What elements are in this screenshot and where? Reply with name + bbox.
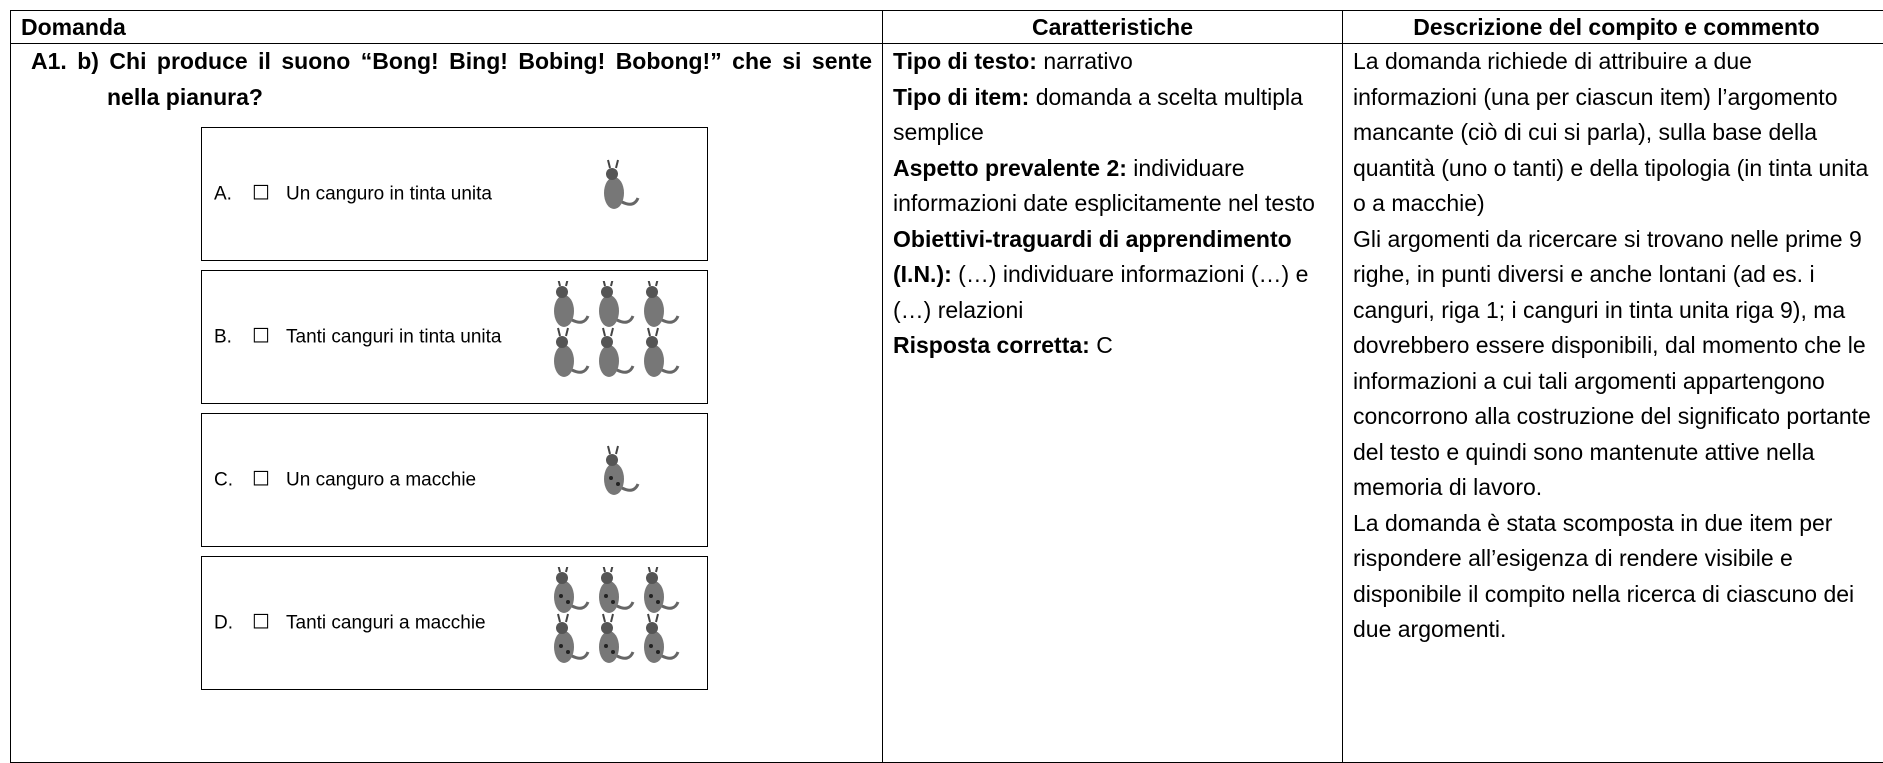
kangaroo-icon [604,445,640,495]
characteristic: Risposta corretta: C [893,328,1332,364]
option-text: Tanti canguri a macchie [286,612,486,634]
characteristic-label: Tipo di testo: [893,48,1037,74]
kangaroo-icon [554,567,680,663]
characteristic: Tipo di item: domanda a scelta multipla … [893,80,1332,151]
header: Domanda [10,10,883,44]
description-cell: La domanda richiede di attribuire a due … [1342,43,1883,763]
characteristic-text: individuare informazioni date esplicitam… [893,154,1315,217]
option: A. ☐ Un canguro in tinta unita [201,127,708,261]
characteristic-text: (…) individuare informazioni (…) e (…) r… [893,261,1309,323]
option-text: Tanti canguri in tinta unita [286,326,502,348]
characteristic-label: Risposta corretta: [893,332,1090,358]
option: C. ☐ Un canguro a macchie [201,413,708,547]
kangaroo-icon [604,159,640,209]
characteristics-cell: Tipo di testo: narrativo Tipo di item: do… [882,43,1343,763]
header: Descrizione del compito e commento [1342,10,1883,44]
option-text: Un canguro a macchie [286,469,477,491]
characteristic: Tipo di testo: narrativo [893,44,1332,80]
description-paragraph: Gli argomenti da ricercare si trovano ne… [1353,225,1871,501]
option-letter: A. [214,183,232,205]
characteristic-text: C [1096,332,1113,358]
characteristic-label: Aspetto prevalente 2: [893,154,1127,181]
option-letter: B. [214,326,232,348]
checkbox: ☐ [252,325,270,348]
checkbox: ☐ [252,611,270,634]
description-paragraph: La domanda richiede di attribuire a due … [1353,48,1869,216]
characteristic: Aspetto prevalente 2: individuare inform… [893,151,1332,222]
option: D. ☐ Tanti canguri a macchie [201,556,708,690]
characteristic: Obiettivi-traguardi di apprendimento (I.… [893,222,1332,329]
option-letter: C. [214,469,233,491]
option-letter: D. [214,612,233,634]
header: Caratteristiche [882,10,1343,44]
characteristic-label: Obiettivi-traguardi di apprendimento (I.… [893,225,1292,288]
checkbox: ☐ [252,182,270,205]
description-paragraph: La domanda è stata scomposta in due item… [1353,509,1855,643]
characteristic-label: Tipo di item: [893,83,1030,110]
table: Domanda Caratteristiche Descrizione del co… [10,10,1883,763]
option: B. ☐ Tanti canguri in tinta unita [201,270,708,404]
characteristic-text: domanda a scelta multipla semplice [893,83,1303,146]
characteristic-text: narrativo [1043,48,1133,74]
option-text: Un canguro in tinta unita [286,183,492,205]
question-cell: A1. b) Chi produce il suono “Bong! Bing!… [10,43,883,763]
question: A1. b) Chi produce il suono “Bong! Bing!… [31,48,872,110]
kangaroo-icon [554,281,680,377]
checkbox: ☐ [252,468,270,491]
